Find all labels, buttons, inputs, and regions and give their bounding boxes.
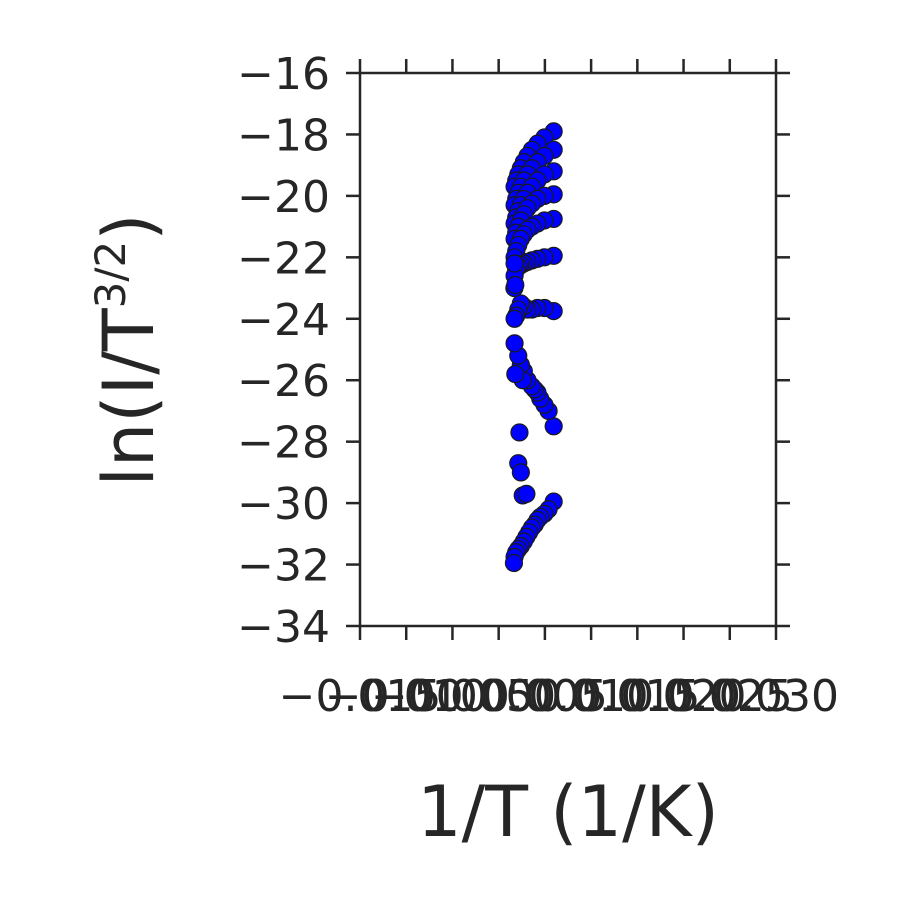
x-tick-label: 0.000 <box>436 671 562 722</box>
data-points <box>504 122 563 573</box>
data-point <box>505 309 524 328</box>
y-tick-label: −32 <box>237 541 330 592</box>
x-tick-label: −0.015 <box>279 671 442 722</box>
x-axis-label: 1/T (1/K) <box>417 771 719 853</box>
data-point <box>517 484 536 503</box>
data-point <box>511 463 530 482</box>
y-tick-label: −30 <box>237 479 330 530</box>
x-tick-label: −0.010 <box>325 671 488 722</box>
x-tick-label: 0.010 <box>528 671 654 722</box>
y-tick-label: −28 <box>237 418 330 469</box>
x-tick-label: 0.030 <box>713 671 839 722</box>
x-tick-label: 0.005 <box>482 671 608 722</box>
y-tick-labels: −16 −18 −20 −22 −24 −26 −28 −30 −32 −34 <box>237 49 330 653</box>
x-tick-label: 0.025 <box>667 671 793 722</box>
data-point <box>505 254 524 273</box>
y-tick-label: −24 <box>237 295 330 346</box>
y-tick-label: −16 <box>237 49 330 100</box>
x-tick-label: 0.020 <box>621 671 747 722</box>
data-point <box>506 275 525 295</box>
data-point <box>506 364 525 384</box>
y-tick-label: −26 <box>237 356 330 407</box>
y-tick-label: −34 <box>237 602 330 653</box>
y-axis-label-superscript: 3/2 <box>86 241 135 309</box>
y-tick-label: −22 <box>237 233 330 284</box>
y-axis-label: ln(I/T3/2) <box>86 213 170 486</box>
plot-frame <box>358 71 778 628</box>
data-point <box>505 334 524 353</box>
data-point <box>510 423 529 442</box>
x-tick-label: 0.015 <box>574 671 700 722</box>
y-tick-label: −20 <box>237 172 330 223</box>
x-tick-labels: −0.015−0.010−0.0050.0000.0050.0100.0150.… <box>279 671 839 722</box>
data-point <box>504 553 524 573</box>
axis-ticks <box>346 59 790 640</box>
y-tick-label: −18 <box>237 110 330 161</box>
y-axis-label-prefix: ln(I/T <box>88 308 170 486</box>
data-point <box>544 417 563 436</box>
y-axis-label-suffix: ) <box>88 213 170 240</box>
x-tick-label: −0.005 <box>371 671 534 722</box>
